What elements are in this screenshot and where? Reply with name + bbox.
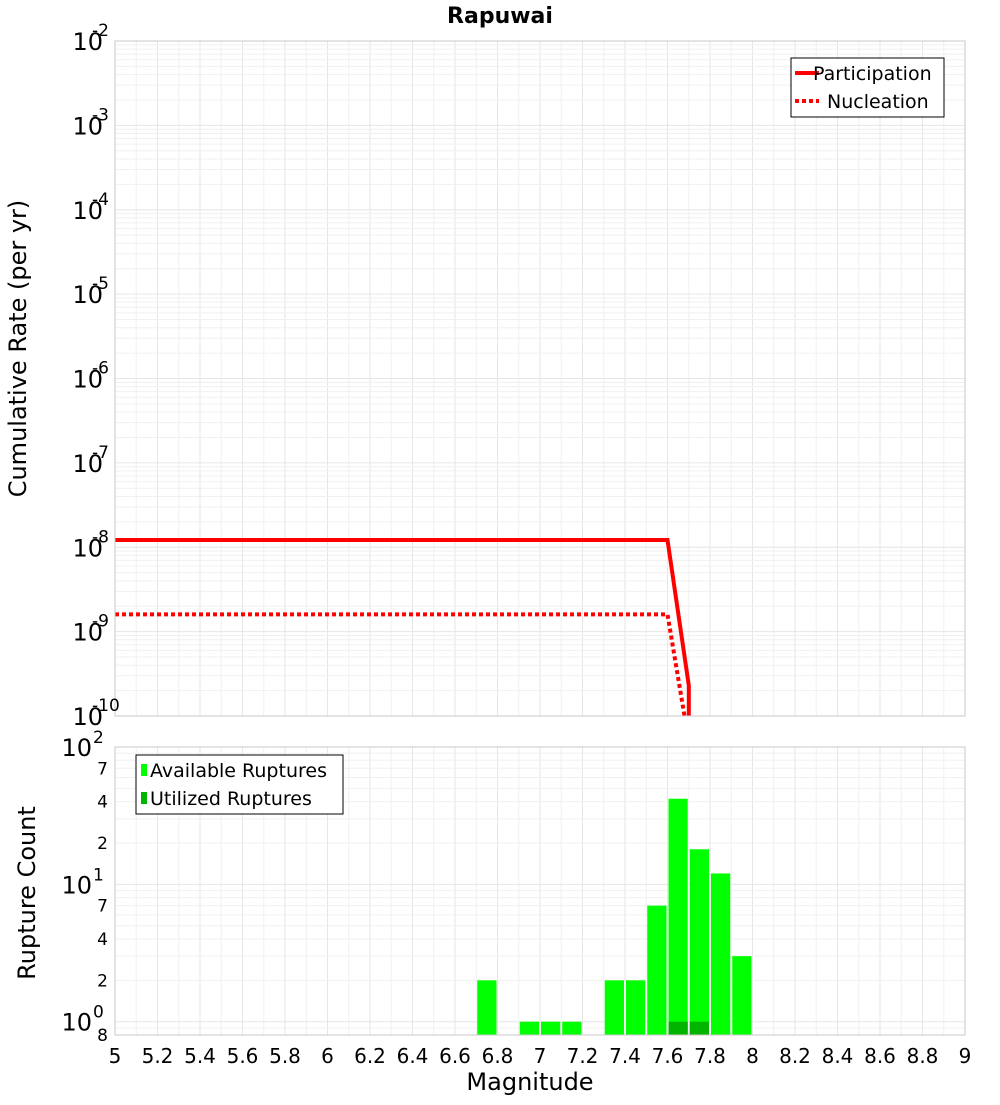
y-tick-label: 10 [72, 366, 103, 394]
y-tick-label: 10 [72, 281, 103, 309]
y-tick-label: 10 [61, 734, 92, 762]
bar-available [647, 905, 667, 1035]
x-tick-label: 9 [959, 1044, 972, 1068]
bar-available [477, 980, 497, 1035]
bottom-plot-frame [114, 746, 966, 1036]
y-minor-tick-label: 2 [97, 834, 108, 854]
series-line-participation [115, 538, 691, 716]
y-tick-exponent: -3 [92, 105, 109, 125]
y-minor-tick-label: 7 [97, 759, 108, 779]
x-tick-label: 6.2 [354, 1044, 386, 1068]
bar-available [711, 873, 731, 1035]
bar-available [732, 956, 752, 1035]
y-tick-exponent: -10 [92, 696, 120, 716]
bottom-y-axis-label: Rupture Count [13, 806, 41, 980]
y-tick-label: 10 [72, 619, 103, 647]
x-tick-label: 6.6 [439, 1044, 471, 1068]
x-tick-label: 5 [109, 1044, 122, 1068]
y-minor-tick-label: 4 [97, 793, 108, 813]
top-series [115, 538, 691, 717]
y-tick-label: 10 [72, 450, 103, 478]
bar-utilized [668, 1021, 688, 1035]
legend-label: Participation [813, 63, 932, 85]
legend-label: Nucleation [827, 91, 929, 113]
x-tick-label: 5.6 [227, 1044, 259, 1068]
top-legend: Participation Nucleation [790, 57, 945, 118]
y-minor-tick-label: 8 [97, 1026, 108, 1046]
y-tick-exponent: -2 [92, 21, 109, 41]
cumulative-rate-panel: 10-210-310-410-510-610-710-810-910-10 Cu… [4, 21, 966, 731]
x-tick-label: 5.2 [142, 1044, 174, 1068]
y-tick-label: 10 [61, 871, 92, 899]
x-tick-label: 7.4 [609, 1044, 641, 1068]
y-tick-label: 10 [72, 534, 103, 562]
legend-box [790, 57, 945, 118]
y-tick-exponent: -8 [92, 527, 109, 547]
x-tick-label: 6.8 [482, 1044, 514, 1068]
top-y-axis-label: Cumulative Rate (per yr) [4, 200, 32, 498]
y-tick-label: 10 [72, 197, 103, 225]
y-tick-exponent: -5 [92, 274, 109, 294]
bar-available [604, 980, 624, 1035]
bar-available [689, 849, 709, 1035]
top-y-ticks: 10-210-310-410-510-610-710-810-910-10 [72, 21, 119, 731]
bar-available [626, 980, 646, 1035]
y-tick-label: 10 [61, 1009, 92, 1037]
x-tick-label: 5.8 [269, 1044, 301, 1068]
y-tick-exponent: 1 [93, 865, 104, 885]
legend-swatch [141, 792, 147, 804]
legend-swatch [141, 764, 147, 776]
x-tick-label: 8.8 [907, 1044, 939, 1068]
x-tick-label: 8.4 [822, 1044, 854, 1068]
bottom-bars [477, 798, 752, 1035]
x-ticks: 5 5.2 5.4 5.6 5.8 6 6.2 6.4 6.6 6.8 7 7.2 7.4 7.6 7.8 8… [109, 1044, 972, 1068]
top-grid [114, 41, 966, 717]
y-tick-label: 10 [72, 703, 103, 731]
x-tick-label: 8 [746, 1044, 759, 1068]
legend-label: Utilized Ruptures [150, 788, 312, 810]
x-tick-label: 7.6 [652, 1044, 684, 1068]
y-tick-exponent: -4 [92, 190, 109, 210]
y-tick-label: 10 [72, 112, 103, 140]
x-tick-label: 8.2 [779, 1044, 811, 1068]
legend-box [135, 754, 344, 815]
y-minor-tick-label: 2 [97, 971, 108, 991]
x-axis-label: Magnitude [466, 1068, 593, 1096]
y-tick-exponent: -6 [92, 359, 109, 379]
x-tick-label: 7 [534, 1044, 547, 1068]
bar-available [519, 1021, 539, 1035]
top-plot-frame [114, 40, 966, 717]
x-tick-label: 6 [321, 1044, 334, 1068]
y-minor-tick-label: 7 [97, 897, 108, 917]
bar-available [541, 1021, 561, 1035]
y-tick-exponent: -9 [92, 612, 109, 632]
y-tick-label: 10 [72, 28, 103, 56]
bar-utilized [689, 1021, 709, 1035]
x-tick-label: 7.8 [694, 1044, 726, 1068]
chart-title: Rapuwai [447, 4, 553, 29]
x-tick-label: 6.4 [397, 1044, 429, 1068]
x-tick-label: 5.4 [184, 1044, 216, 1068]
series-line-nucleation [115, 612, 687, 717]
y-tick-exponent: 2 [93, 728, 104, 748]
y-minor-tick-label: 4 [97, 930, 108, 950]
bar-available [562, 1021, 582, 1035]
y-tick-exponent: -7 [92, 443, 109, 463]
bar-available [668, 798, 688, 1035]
y-tick-exponent: 0 [93, 1003, 104, 1023]
bottom-legend: Available Ruptures Utilized Ruptures [135, 754, 344, 815]
x-tick-label: 7.2 [567, 1044, 599, 1068]
legend-label: Available Ruptures [150, 760, 327, 782]
x-tick-label: 8.6 [864, 1044, 896, 1068]
